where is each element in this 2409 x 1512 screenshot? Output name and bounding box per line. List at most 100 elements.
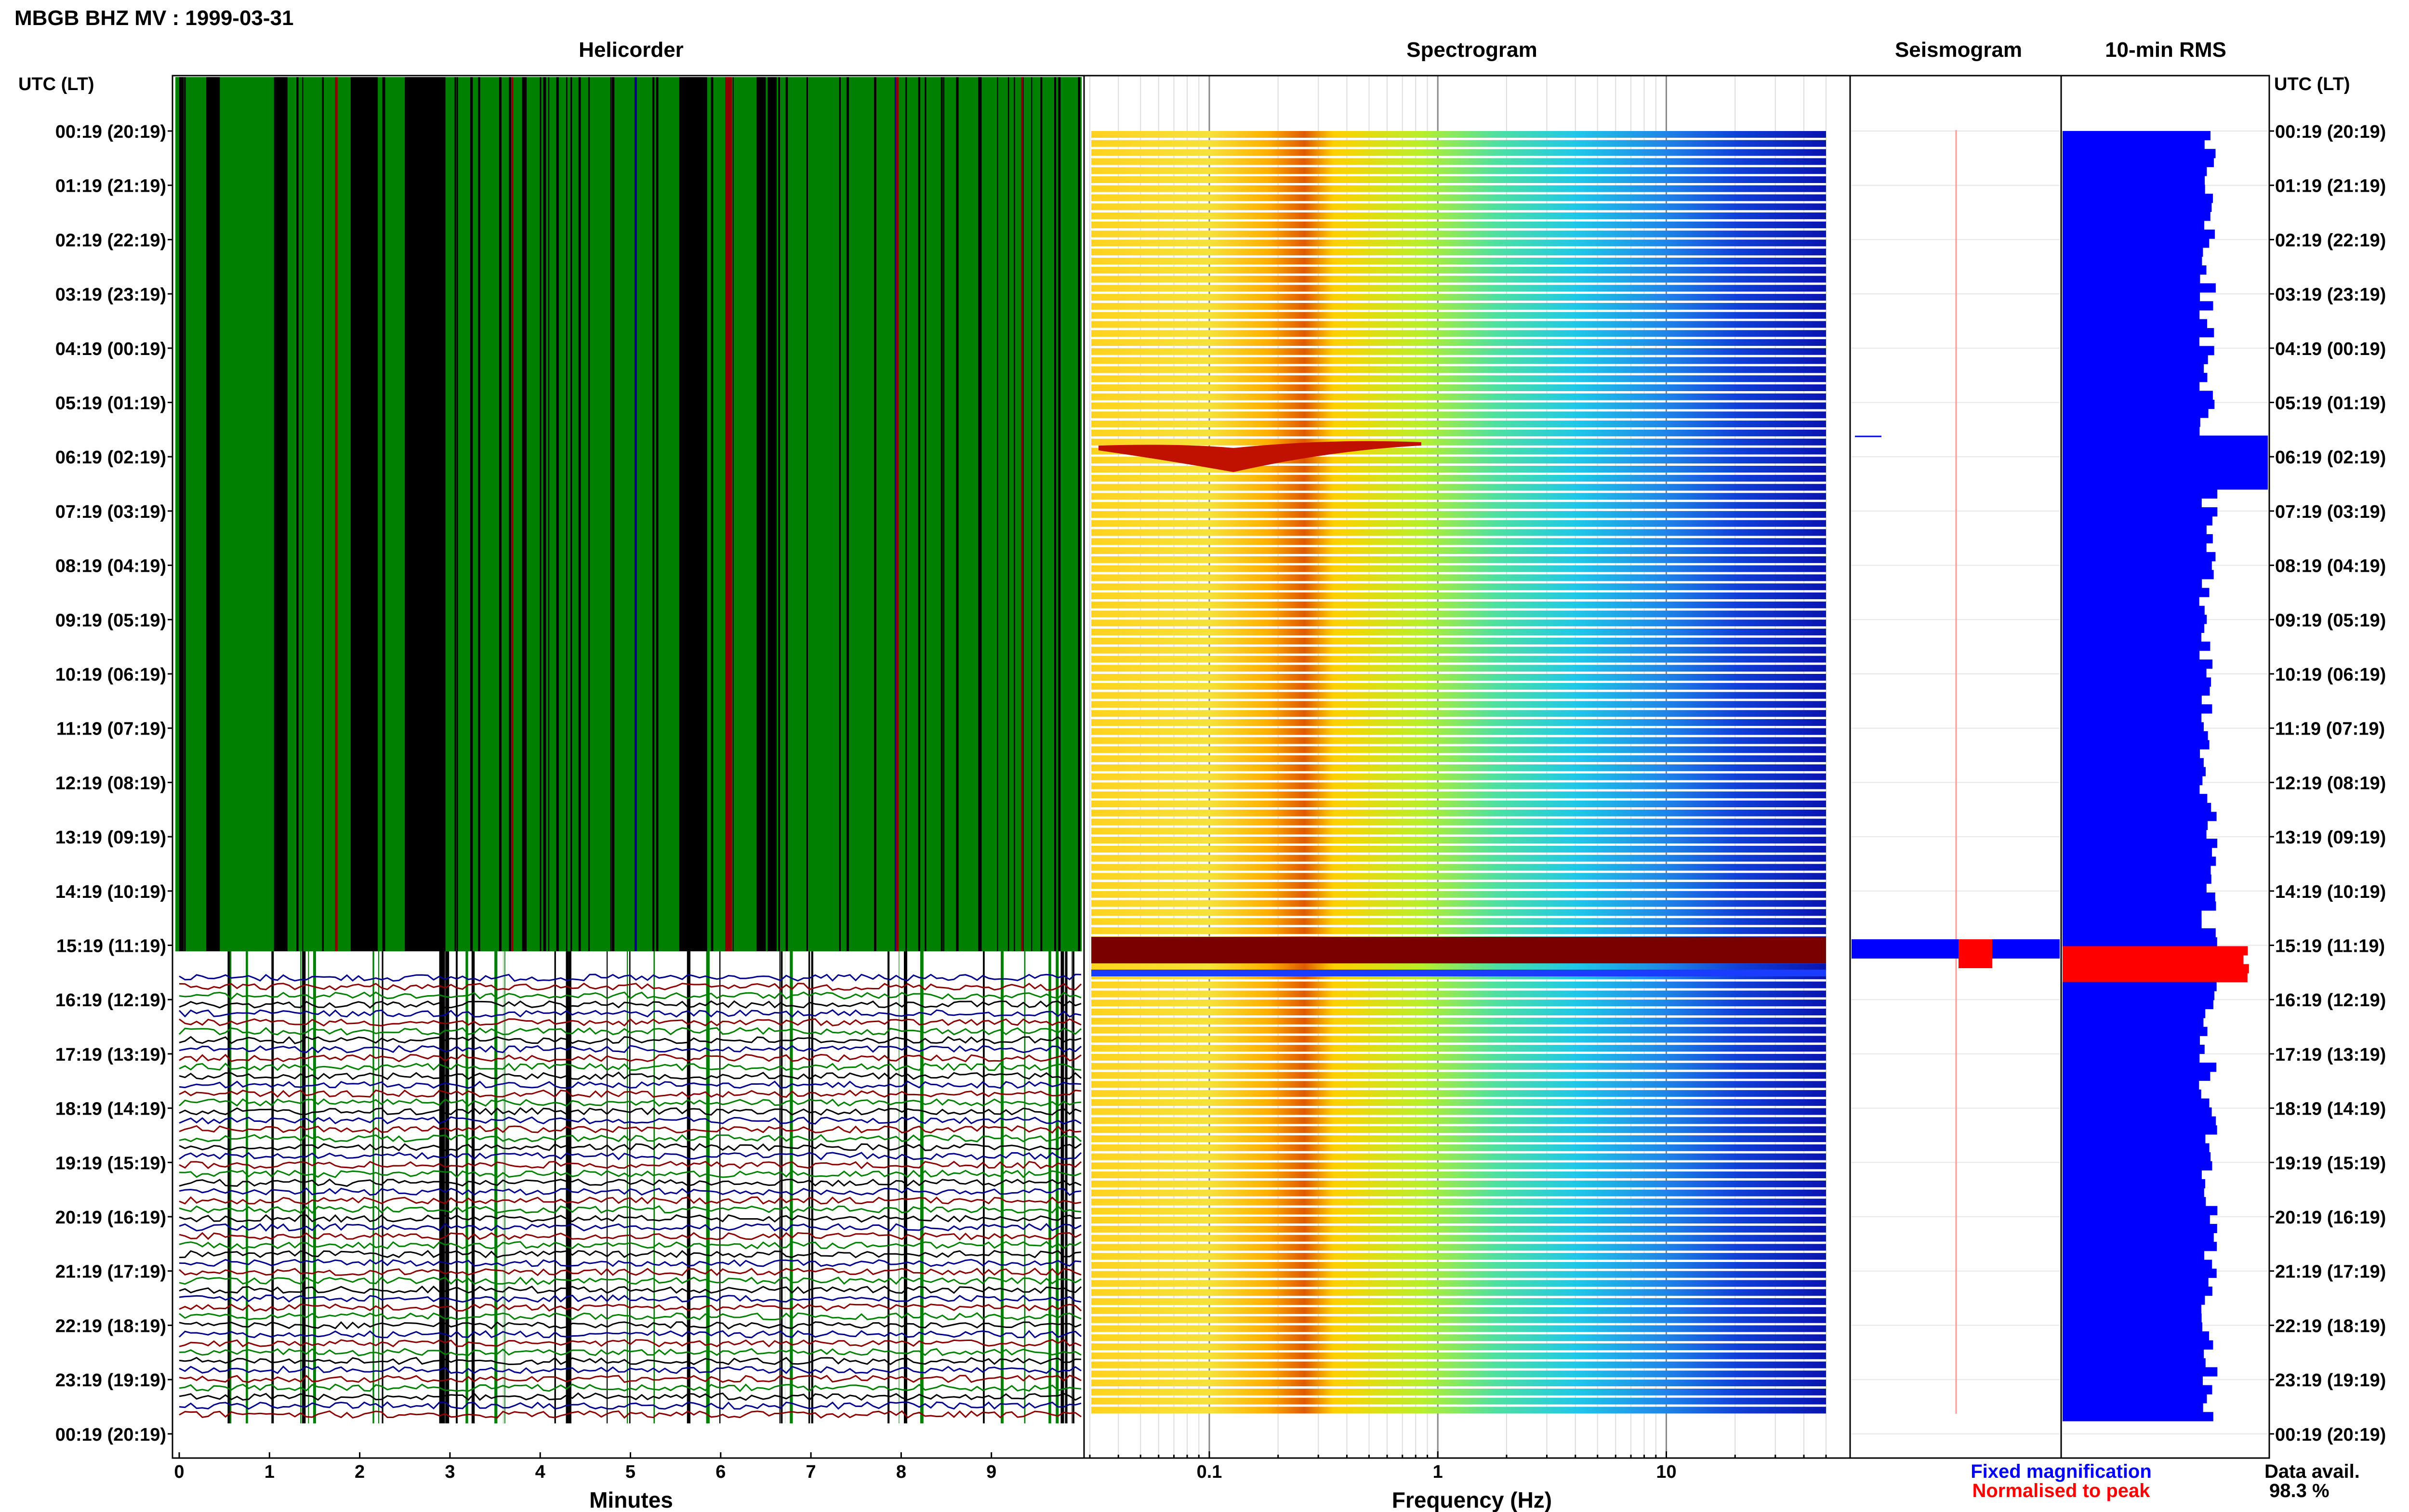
helicorder-lower-stripe [302, 951, 306, 1423]
rms-bar [2063, 999, 2213, 1010]
helicorder-lower-stripe [887, 951, 890, 1423]
seismogram-event [1852, 435, 2060, 968]
rms-bar [2063, 847, 2212, 857]
helicorder-trace [178, 1098, 1082, 1107]
helicorder-lower-stripe [329, 951, 331, 1423]
rms-bar [2063, 901, 2216, 911]
rms-bar [2063, 758, 2204, 767]
rms-bar [2063, 1026, 2208, 1036]
helicorder-lower-stripe [227, 951, 230, 1423]
helicorder-lower-stripe [223, 951, 227, 1423]
spectrogram-row [1091, 249, 1826, 256]
rms-bar [2063, 579, 2202, 589]
spectrogram-row [1091, 1171, 1826, 1179]
spectrogram-row [1091, 629, 1826, 636]
rms-frame [2060, 75, 2270, 1459]
spectrogram-row [1091, 728, 1826, 735]
helicorder-lower-stripe [313, 951, 316, 1423]
rms-bar [2063, 1044, 2205, 1054]
rms-bar [2063, 167, 2207, 176]
rms-bar [2063, 1340, 2213, 1350]
helicorder-lower-stripe [253, 951, 257, 1423]
time-axis-header-left: UTC (LT) [18, 74, 94, 94]
rms-bar [2063, 1242, 2217, 1251]
spectrogram-row [1091, 963, 1826, 971]
time-label-left: 06:19 (02:19) [55, 447, 166, 468]
rms-bar [2063, 408, 2209, 418]
helicorder-lower-stripe [808, 951, 810, 1423]
spectrogram-row [1091, 384, 1826, 391]
helicorder-trace [179, 1116, 1082, 1125]
spectrogram-row [1091, 1244, 1826, 1251]
rms-bar [2063, 229, 2215, 239]
rms-bar [2063, 1206, 2218, 1215]
rms-bar [2063, 731, 2208, 741]
rms-bar [2063, 1250, 2204, 1260]
spectrogram-row [1091, 610, 1826, 618]
spectrogram-row [1091, 1407, 1826, 1414]
rms-bar [2063, 1179, 2205, 1189]
rms-bar [2063, 642, 2210, 651]
helicorder-stripe [1014, 77, 1015, 951]
time-label-left: 09:19 (05:19) [55, 610, 166, 631]
time-label-right: 15:19 (11:19) [2275, 936, 2385, 957]
helicorder-lower-stripe [300, 951, 302, 1423]
spectrogram-row [1091, 1217, 1826, 1223]
helicorder-trace [179, 1365, 1082, 1374]
spectrogram-row [1091, 646, 1826, 654]
helicorder-stripe [335, 77, 338, 951]
helicorder-lower-stripe [656, 951, 660, 1423]
spectrogram-row [1091, 900, 1826, 907]
helicorder-lower-stripe [906, 951, 909, 1423]
helicorder-lower-stripe [703, 951, 707, 1423]
helicorder-lower-traces [178, 951, 1082, 1423]
time-label-left: 17:19 (13:19) [55, 1045, 166, 1065]
helicorder-black-band [274, 77, 288, 951]
time-label-left: 07:19 (03:19) [55, 502, 166, 522]
helicorder-lower-stripe [859, 951, 862, 1423]
spectrogram-row [1091, 1380, 1826, 1387]
helicorder-stripe [896, 77, 899, 951]
helicorder-lower-stripe [271, 951, 274, 1423]
rms-bar [2063, 1018, 2204, 1027]
spectrogram-row [1091, 701, 1826, 708]
spectrogram-row [1091, 393, 1826, 400]
spectrogram-row [1091, 366, 1826, 373]
helicorder-title: Helicorder [579, 38, 684, 62]
rms-bar [2063, 507, 2218, 517]
spectrogram-row [1091, 674, 1826, 681]
rms-bar [2063, 283, 2216, 293]
helicorder-trace [179, 1107, 1082, 1116]
helicorder-tick-label: 8 [896, 1462, 906, 1482]
helicorder-lower-stripe [442, 951, 445, 1423]
rms-bar [2063, 202, 2212, 212]
spectrogram-row [1091, 357, 1826, 364]
rms-bar [2063, 722, 2204, 732]
rms-bar [2063, 194, 2213, 203]
helicorder-lower-stripe [554, 951, 556, 1423]
spectrogram-tick-label: 10 [1656, 1462, 1676, 1482]
spectrogram-row [1091, 601, 1826, 608]
helicorder-stripe [578, 77, 581, 951]
rms-bar [2063, 498, 2202, 508]
rms-bar [2063, 632, 2201, 642]
helicorder-trace [179, 1018, 1082, 1027]
rms-bar [2063, 1322, 2202, 1332]
helicorder-lower-stripe [274, 951, 278, 1423]
spectrogram-rows [1091, 131, 1826, 1414]
helicorder-stripe [997, 77, 998, 951]
rms-bar [2063, 892, 2215, 902]
time-label-left: 23:19 (19:19) [55, 1370, 166, 1391]
rms-bar [2063, 319, 2207, 329]
helicorder-trace [179, 1080, 1082, 1089]
rms-bar [2063, 982, 2217, 991]
helicorder-trace [179, 1196, 1082, 1205]
rms-bar [2063, 1098, 2210, 1108]
helicorder-lower-stripe [767, 951, 769, 1423]
rms-panel [2060, 75, 2270, 1459]
helicorder-trace [179, 1053, 1082, 1063]
rms-bar [2063, 364, 2204, 373]
helicorder-lower-stripe [741, 951, 743, 1423]
rms-bar [2063, 471, 2268, 481]
spectrogram-tick-label: 1 [1433, 1462, 1443, 1482]
